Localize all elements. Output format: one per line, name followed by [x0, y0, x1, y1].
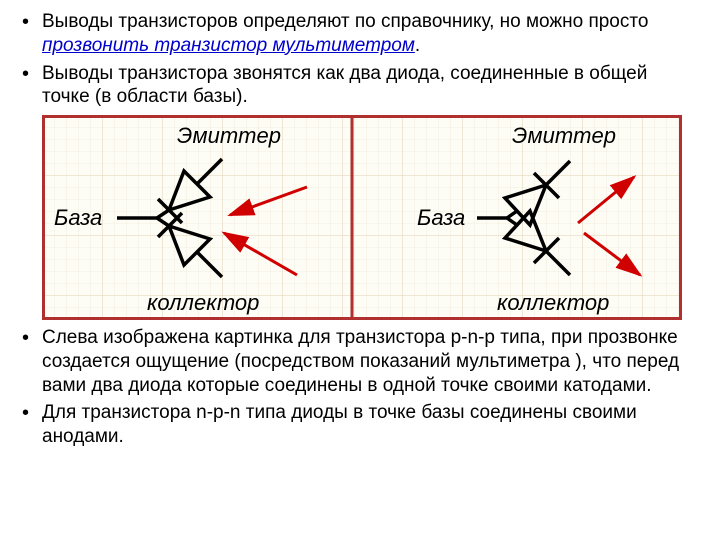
label-collector-left: коллектор: [147, 290, 259, 315]
bullet-1: Выводы транзисторов определяют по справо…: [10, 10, 700, 58]
label-base-right: База: [417, 205, 465, 230]
label-base-left: База: [54, 205, 102, 230]
bullet-1-prefix: Выводы транзисторов определяют по справо…: [42, 11, 648, 32]
label-emitter-right: Эмиттер: [512, 123, 616, 148]
label-collector-right: коллектор: [497, 290, 609, 315]
bullet-1-suffix: .: [415, 35, 420, 56]
bullet-1-link[interactable]: прозвонить транзистор мультиметром: [42, 35, 415, 56]
bullet-2: Выводы транзистора звонятся как два диод…: [10, 62, 700, 110]
bullet-4: Для транзистора n-p-n типа диоды в точке…: [10, 401, 700, 449]
transistor-diagram: Эмиттер База коллектор Эмиттер База колл…: [42, 115, 682, 320]
bullet-3: Слева изображена картинка для транзистор…: [10, 326, 700, 397]
label-emitter-left: Эмиттер: [177, 123, 281, 148]
